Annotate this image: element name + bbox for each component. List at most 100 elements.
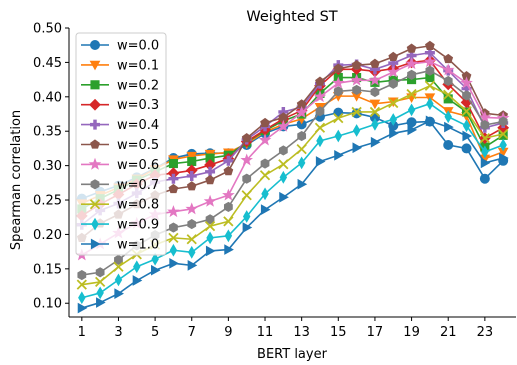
x-axis: 1 3 5 7 9 11 13 15 17 19 21 23 (69, 316, 516, 340)
data-point (388, 58, 399, 69)
y-tick-label: 0.15 (33, 262, 62, 277)
data-point (461, 106, 472, 117)
data-point (114, 273, 123, 287)
data-point (407, 124, 418, 136)
legend-marker (89, 60, 101, 71)
x-tick-label: 17 (367, 325, 384, 340)
data-point (444, 110, 452, 124)
legend-label: w=0.3 (117, 98, 159, 113)
data-point (224, 229, 233, 243)
data-point (443, 75, 453, 87)
legend-marker (90, 80, 100, 90)
data-point (151, 252, 159, 266)
data-point (223, 216, 234, 227)
x-tick-label: 5 (151, 325, 159, 340)
legend-item: w=0.4 (81, 118, 159, 133)
x-tick-label: 13 (293, 325, 310, 340)
data-point (389, 127, 399, 139)
data-point (386, 65, 400, 78)
data-point (406, 43, 417, 53)
data-point (498, 128, 509, 140)
data-point (498, 116, 508, 127)
data-point (168, 183, 179, 194)
x-tick-label: 3 (114, 325, 122, 340)
data-point (223, 166, 234, 176)
legend-item: w=0.5 (81, 138, 159, 153)
y-tick-label: 0.10 (33, 297, 62, 312)
data-point (204, 221, 216, 232)
legend-label: w=0.8 (117, 198, 159, 213)
x-tick-label: 21 (440, 325, 457, 340)
y-tick-label: 0.40 (33, 90, 62, 105)
data-point (352, 84, 362, 96)
data-point (332, 76, 345, 89)
data-point (258, 133, 272, 146)
data-point (460, 76, 473, 89)
data-point (77, 269, 87, 281)
legend-marker (91, 217, 99, 231)
x-tick-label: 15 (330, 325, 347, 340)
data-point (479, 132, 490, 144)
legend-marker (89, 98, 101, 111)
data-point (279, 170, 288, 184)
data-point (426, 97, 434, 111)
data-point (315, 106, 325, 117)
data-point (316, 134, 324, 148)
x-tick-label: 11 (257, 325, 274, 340)
data-point (424, 47, 435, 58)
legend-item: w=0.0 (81, 39, 159, 54)
data-point (78, 291, 86, 305)
data-point (169, 257, 179, 269)
data-point (333, 63, 344, 73)
data-point (132, 275, 143, 286)
legend-marker (90, 40, 100, 50)
data-point (224, 244, 234, 255)
data-point (369, 106, 381, 118)
data-point (151, 264, 161, 276)
data-point (187, 260, 198, 271)
legend-item: w=0.9 (81, 218, 159, 233)
x-tick-label: 9 (224, 325, 232, 340)
data-point (296, 143, 307, 155)
series-line (81, 102, 504, 299)
data-point (185, 202, 199, 215)
legend-item: w=1.0 (81, 238, 159, 253)
legend-marker (90, 238, 101, 250)
data-point (334, 149, 344, 161)
data-point (371, 117, 379, 131)
series-w=1.0 (77, 115, 509, 314)
data-point (333, 86, 343, 97)
data-point (478, 110, 492, 123)
data-point (388, 78, 398, 89)
legend-label: w=1.0 (117, 238, 159, 253)
data-point (297, 156, 306, 170)
data-point (481, 145, 489, 159)
x-axis-label: BERT layer (257, 347, 328, 362)
data-point (461, 143, 472, 154)
legend-item: w=0.7 (81, 178, 159, 193)
x-tick-label: 1 (78, 325, 86, 340)
data-point (169, 243, 178, 257)
data-point (369, 99, 381, 110)
data-point (188, 245, 196, 259)
data-point (315, 76, 325, 86)
data-point (222, 188, 235, 201)
data-point (133, 260, 141, 274)
data-point (424, 80, 436, 91)
data-point (114, 288, 124, 299)
legend: w=0.0 w=0.1 w=0.2 w=0.3 w=0.4 w=0.5 w=0.6 w=0.7… (75, 32, 167, 256)
data-point (260, 204, 271, 216)
data-point (407, 69, 416, 80)
legend-marker (89, 199, 101, 210)
x-tick-label: 7 (188, 325, 196, 340)
data-point (223, 201, 233, 212)
data-point (168, 173, 179, 184)
data-point (425, 40, 435, 51)
data-point (350, 73, 363, 86)
data-point (278, 159, 289, 170)
series-w=0.9 (78, 97, 507, 305)
data-point (168, 232, 179, 244)
data-point (223, 155, 234, 166)
legend-marker (90, 179, 100, 190)
data-point (297, 130, 307, 142)
